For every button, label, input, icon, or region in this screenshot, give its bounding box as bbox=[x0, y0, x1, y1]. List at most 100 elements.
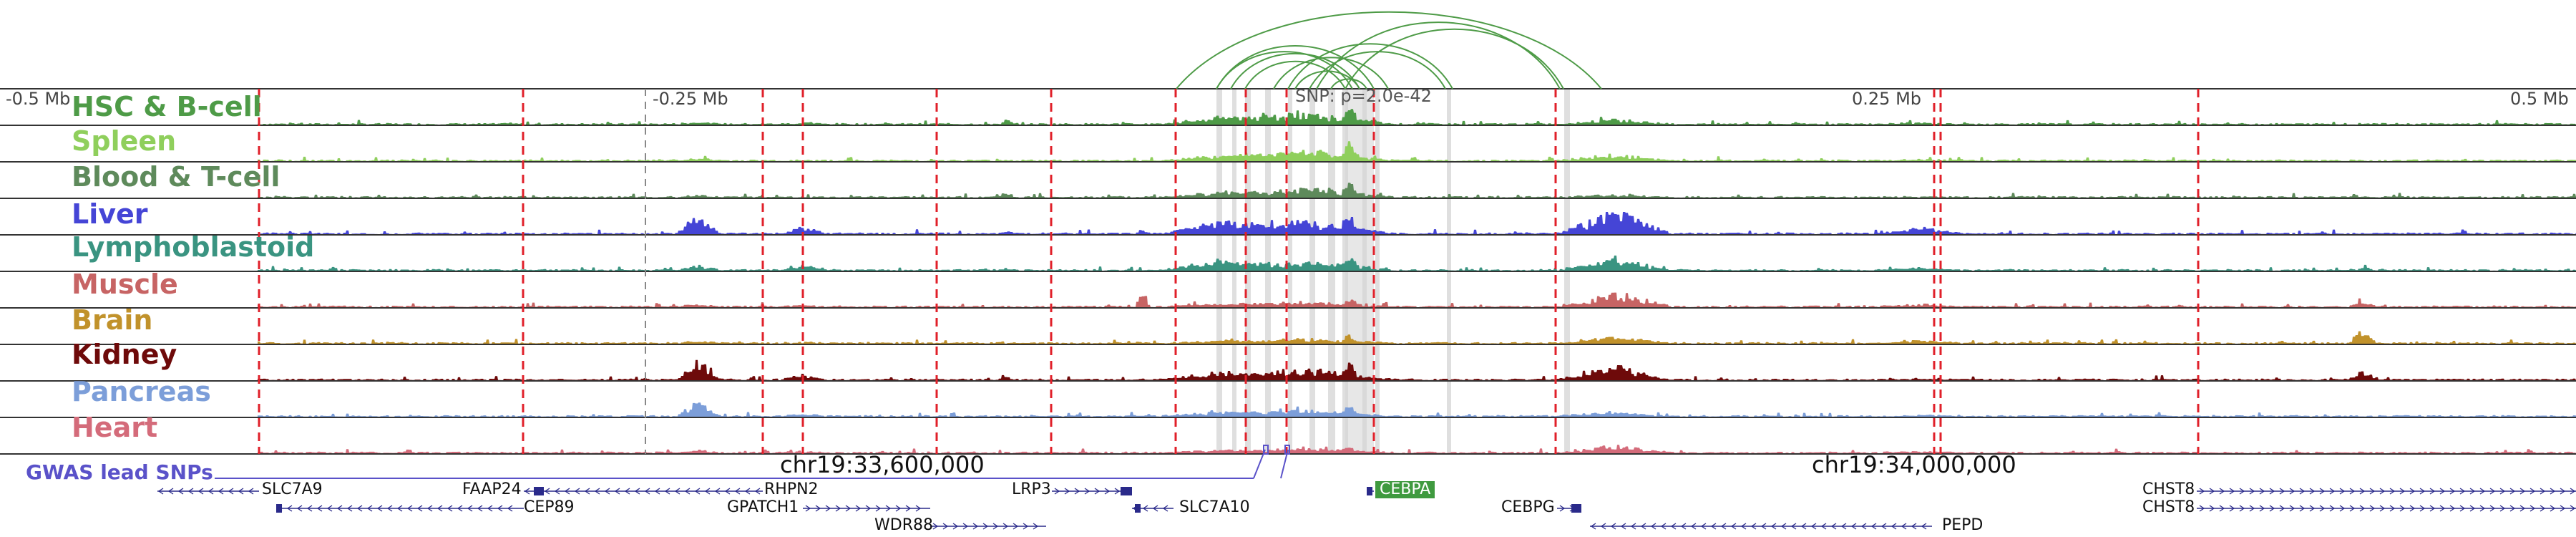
signal-area bbox=[258, 331, 2576, 344]
strand-arrow bbox=[1620, 523, 1626, 530]
track-label-lymphoblastoid[interactable]: Lymphoblastoid bbox=[72, 231, 315, 263]
strand-arrow bbox=[1830, 523, 1837, 530]
strand-arrow bbox=[1074, 488, 1080, 495]
strand-arrow bbox=[2209, 505, 2215, 512]
gene-label-lrp3[interactable]: LRP3 bbox=[1012, 480, 1051, 498]
strand-arrow bbox=[1860, 523, 1867, 530]
gene-label-pepd[interactable]: PEPD bbox=[1942, 516, 1984, 534]
strand-arrow bbox=[2379, 488, 2386, 495]
strand-arrow bbox=[855, 505, 862, 512]
gene-label-chst8-b[interactable]: CHST8 bbox=[2142, 498, 2195, 516]
strand-arrow bbox=[487, 505, 493, 512]
strand-arrow bbox=[2429, 488, 2436, 495]
gene-label-slc7a10[interactable]: SLC7A10 bbox=[1179, 498, 1250, 516]
signal-area bbox=[258, 402, 2576, 417]
strand-arrow bbox=[1740, 523, 1747, 530]
interaction-arc bbox=[1309, 51, 1446, 90]
strand-arrow bbox=[346, 505, 353, 512]
strand-arrow bbox=[1870, 523, 1877, 530]
strand-arrow bbox=[2319, 488, 2326, 495]
gene-model bbox=[524, 487, 763, 495]
strand-arrow bbox=[992, 523, 999, 530]
gene-label-faap24[interactable]: FAAP24 bbox=[462, 480, 522, 498]
strand-arrow bbox=[1720, 523, 1727, 530]
strand-arrow bbox=[2249, 488, 2255, 495]
strand-arrow bbox=[1840, 523, 1847, 530]
strand-arrow bbox=[2560, 488, 2566, 495]
strand-arrow bbox=[972, 523, 979, 530]
strand-arrow bbox=[2369, 488, 2376, 495]
strand-arrow bbox=[1690, 523, 1697, 530]
strand-arrow bbox=[296, 505, 303, 512]
strand-arrow bbox=[664, 488, 670, 495]
strand-arrow bbox=[2499, 505, 2506, 512]
strand-arrow bbox=[1680, 523, 1687, 530]
track-label-muscle[interactable]: Muscle bbox=[72, 268, 178, 300]
strand-arrow bbox=[1559, 505, 1566, 512]
strand-arrow bbox=[507, 505, 513, 512]
gene-label-wdr88[interactable]: WDR88 bbox=[874, 516, 933, 534]
strand-arrow bbox=[197, 488, 204, 495]
coordinate-label-right: chr19:34,000,000 bbox=[1812, 451, 2016, 478]
track-label-pancreas[interactable]: Pancreas bbox=[72, 376, 211, 407]
strand-arrow bbox=[865, 505, 872, 512]
coordinate-label-left: chr19:33,600,000 bbox=[780, 451, 985, 478]
track-label-kidney[interactable]: Kidney bbox=[72, 339, 177, 370]
track-label-brain[interactable]: Brain bbox=[72, 304, 153, 336]
strand-arrow bbox=[2479, 488, 2486, 495]
axis-label-left-mid: -0.25 Mb bbox=[653, 89, 728, 109]
signal-track-pancreas bbox=[258, 402, 2576, 417]
gene-label-slc7a9[interactable]: SLC7A9 bbox=[262, 480, 323, 498]
strand-arrow bbox=[2259, 488, 2265, 495]
interaction-arc bbox=[1330, 78, 1367, 90]
strand-arrow bbox=[1780, 523, 1787, 530]
signal-area bbox=[258, 141, 2576, 161]
strand-arrow bbox=[1162, 505, 1169, 512]
track-label-heart[interactable]: Heart bbox=[72, 412, 158, 443]
gene-label-chst8-a[interactable]: CHST8 bbox=[2142, 480, 2195, 498]
strand-arrow bbox=[2289, 488, 2296, 495]
strand-arrow bbox=[524, 488, 530, 495]
strand-arrow bbox=[1152, 505, 1158, 512]
strand-arrow bbox=[2299, 488, 2306, 495]
gene-exon bbox=[1135, 504, 1141, 513]
strand-arrow bbox=[2259, 505, 2265, 512]
signal-track-blood-t-cell bbox=[258, 183, 2576, 198]
strand-arrow bbox=[2389, 488, 2396, 495]
strand-arrow bbox=[1760, 523, 1767, 530]
gene-label-gpatch1[interactable]: GPATCH1 bbox=[727, 498, 799, 516]
strand-arrow bbox=[604, 488, 610, 495]
gene-label-rhpn2[interactable]: RHPN2 bbox=[764, 480, 819, 498]
strand-arrow bbox=[416, 505, 423, 512]
signal-tracks bbox=[258, 109, 2576, 453]
strand-arrow bbox=[1002, 523, 1009, 530]
track-label-hsc-bcell[interactable]: HSC & B-cell bbox=[72, 91, 262, 122]
strand-arrow bbox=[845, 505, 852, 512]
interaction-arc bbox=[1316, 21, 1561, 90]
strand-arrow bbox=[684, 488, 691, 495]
gene-exon bbox=[1576, 504, 1581, 513]
track-label-spleen[interactable]: Spleen bbox=[72, 125, 177, 157]
strand-arrow bbox=[248, 488, 254, 495]
strand-arrow bbox=[2269, 488, 2275, 495]
strand-arrow bbox=[447, 505, 453, 512]
interaction-arc bbox=[1216, 51, 1353, 90]
strand-arrow bbox=[1810, 523, 1817, 530]
strand-arrow bbox=[2369, 505, 2376, 512]
gene-model bbox=[1132, 504, 1174, 513]
gene-label-cebpa[interactable]: CEBPA bbox=[1375, 481, 1435, 498]
strand-arrow bbox=[2419, 488, 2426, 495]
interaction-arc bbox=[1273, 57, 1389, 90]
gene-label-cep89[interactable]: CEP89 bbox=[524, 498, 575, 516]
strand-arrow bbox=[962, 523, 969, 530]
track-label-blood-tcell[interactable]: Blood & T-cell bbox=[72, 161, 280, 193]
strand-arrow bbox=[674, 488, 680, 495]
track-label-liver[interactable]: Liver bbox=[72, 198, 148, 230]
gene-label-cebpg[interactable]: CEBPG bbox=[1501, 498, 1555, 516]
gwas-snp-marker bbox=[1263, 445, 1269, 455]
strand-arrow bbox=[714, 488, 721, 495]
strand-arrow bbox=[2339, 488, 2346, 495]
gene-model bbox=[1367, 487, 1374, 495]
strand-arrow bbox=[982, 523, 989, 530]
